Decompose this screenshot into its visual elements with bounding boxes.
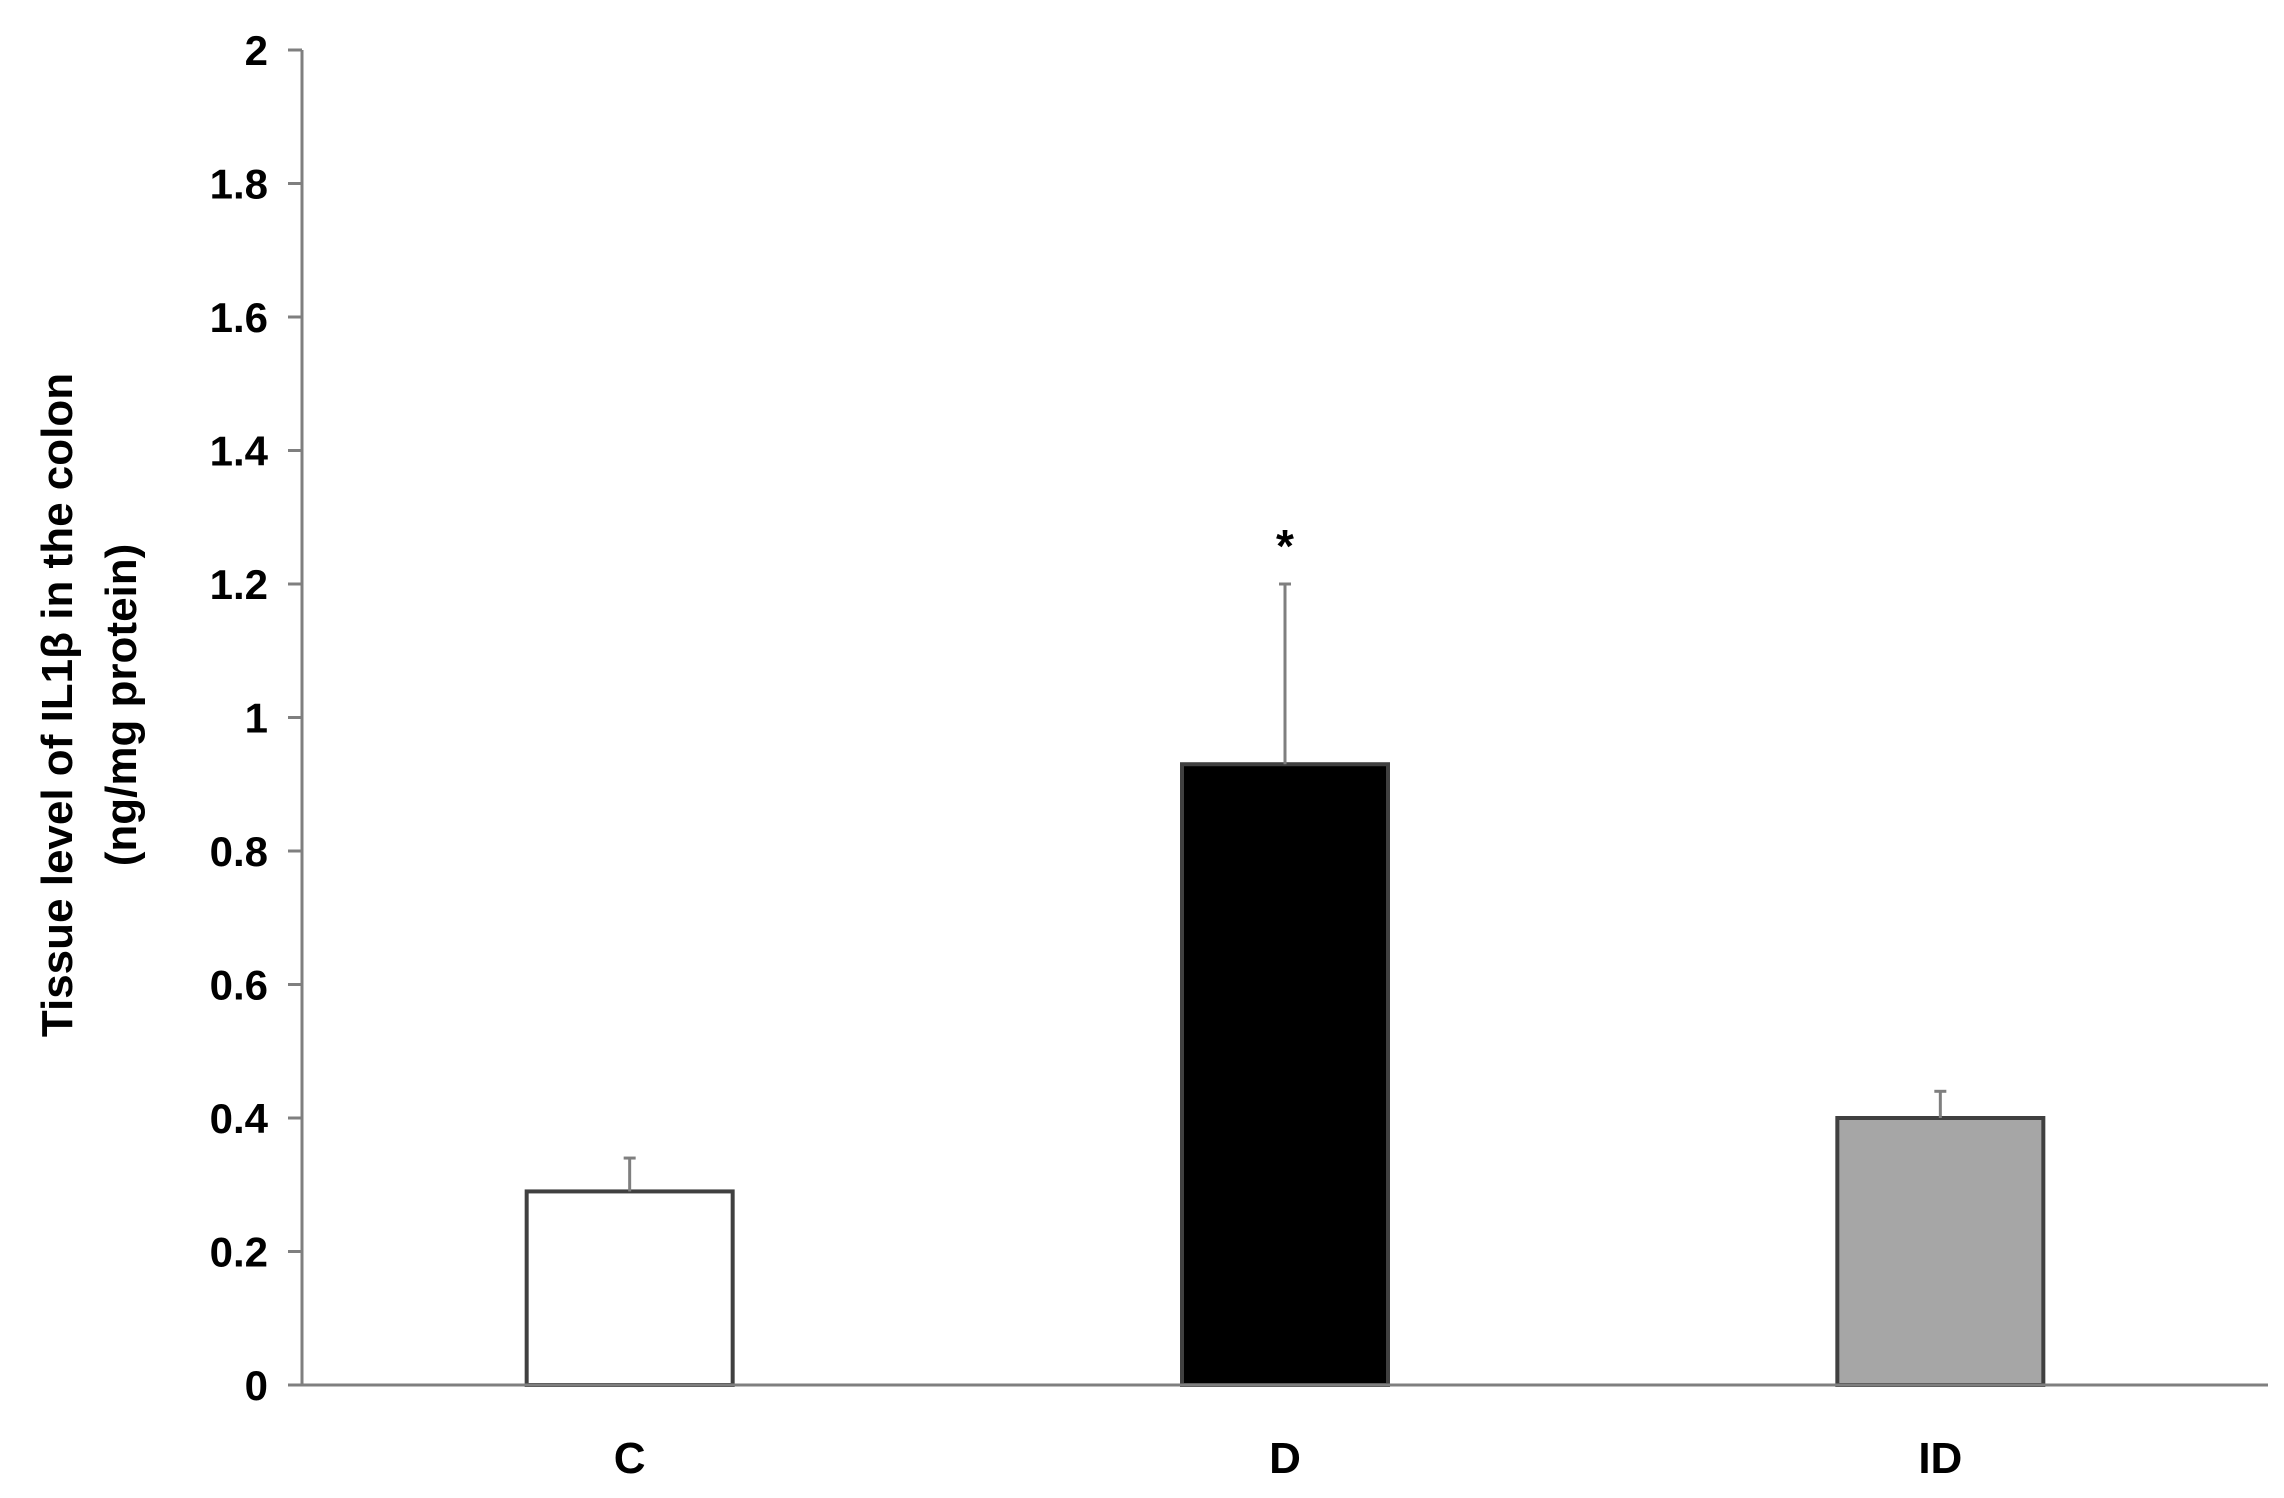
x-category-label: ID: [1918, 1434, 1962, 1483]
bar-d: [1180, 762, 1390, 1387]
annotations-group: *: [1276, 520, 1294, 572]
y-tick-label: 0: [245, 1362, 268, 1409]
y-tick-label: 1.8: [210, 161, 268, 208]
y-tick-label: 0.6: [210, 962, 268, 1009]
y-tick-label: 2: [245, 27, 268, 74]
y-tick-label: 0.2: [210, 1229, 268, 1276]
error-bars-group: [623, 582, 1947, 1192]
bar-c: [524, 1189, 735, 1388]
significance-marker: *: [1276, 520, 1294, 572]
x-axis: C D ID: [302, 1383, 2268, 1483]
y-axis-title-line-2: (ng/mg protein): [97, 544, 146, 867]
y-axis-title: Tissue level of IL1β in the colon (ng/mg…: [33, 373, 146, 1037]
y-tick-label: 1.6: [210, 294, 268, 341]
y-tick-label: 1.2: [210, 561, 268, 608]
y-axis-title-line-1: Tissue level of IL1β in the colon: [33, 373, 82, 1037]
bars-group: [524, 762, 2046, 1388]
y-tick-label: 0.8: [210, 828, 268, 875]
bar-id: [1835, 1116, 2046, 1387]
y-axis: 0 0.2 0.4 0.6 0.8 1 1.2 1.4 1.6 1.8 2: [210, 27, 304, 1409]
y-tick-label: 1: [245, 695, 268, 742]
x-category-label: C: [614, 1434, 646, 1483]
y-tick-label: 0.4: [210, 1095, 269, 1142]
x-category-label: D: [1269, 1434, 1301, 1483]
y-tick-label: 1.4: [210, 428, 269, 475]
